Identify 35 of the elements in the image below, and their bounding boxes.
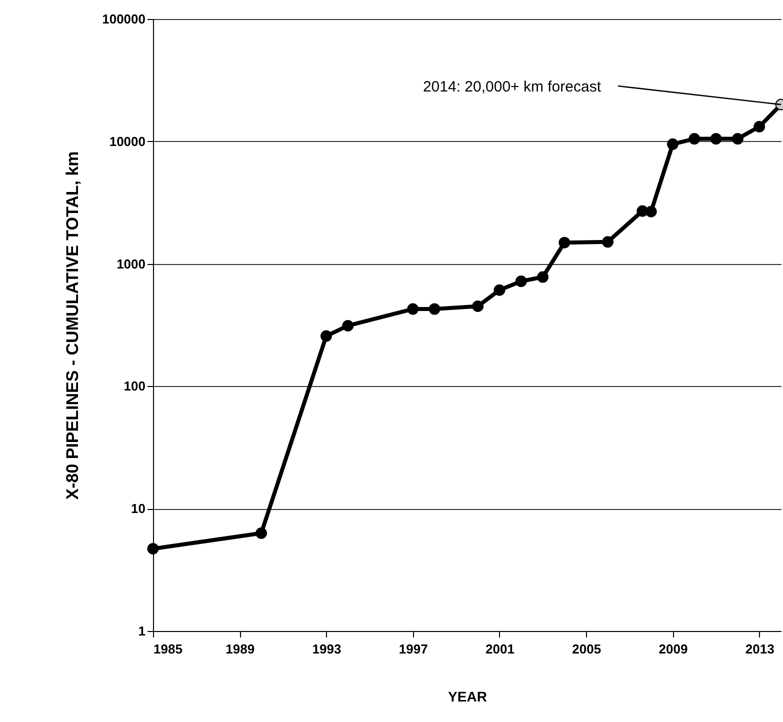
point (558, 236, 570, 248)
point (256, 527, 268, 539)
y-axis-title: X-80 PIPELINES - CUMULATIVE TOTAL, km (63, 151, 82, 500)
point (732, 133, 744, 145)
point (688, 133, 700, 145)
y-tick-label: 100000 (102, 12, 146, 26)
point (320, 330, 332, 342)
point (710, 133, 722, 145)
point (537, 271, 549, 283)
point (666, 138, 678, 150)
point (645, 206, 657, 218)
point (472, 300, 484, 312)
y-tick-label: 1 (138, 624, 146, 638)
point (147, 543, 159, 554)
x-tick-label: 2001 (486, 642, 514, 656)
x-axis-title: YEAR (448, 688, 487, 704)
y-tick-label: 10000 (109, 134, 146, 149)
x-tick-label: 1997 (398, 642, 428, 656)
x-tick-label: 1993 (312, 642, 342, 656)
point (407, 303, 419, 315)
point (515, 276, 527, 287)
x-tick-label: 1985 (154, 642, 182, 656)
x-tick-label: 2005 (572, 642, 602, 656)
annotation: 2014: 20,000+ km forecast (422, 78, 602, 96)
y-tick-label: 100 (124, 378, 146, 394)
point (428, 303, 440, 315)
x-tick-label: 1989 (226, 642, 255, 656)
x-tick-label: 2009 (658, 642, 688, 656)
point (754, 120, 766, 132)
y-tick-label: 10 (131, 501, 146, 516)
y-tick-label: 1000 (116, 256, 146, 272)
point (494, 284, 506, 296)
x-tick-label: 2013 (745, 642, 774, 656)
point (342, 320, 354, 332)
point (602, 236, 614, 248)
